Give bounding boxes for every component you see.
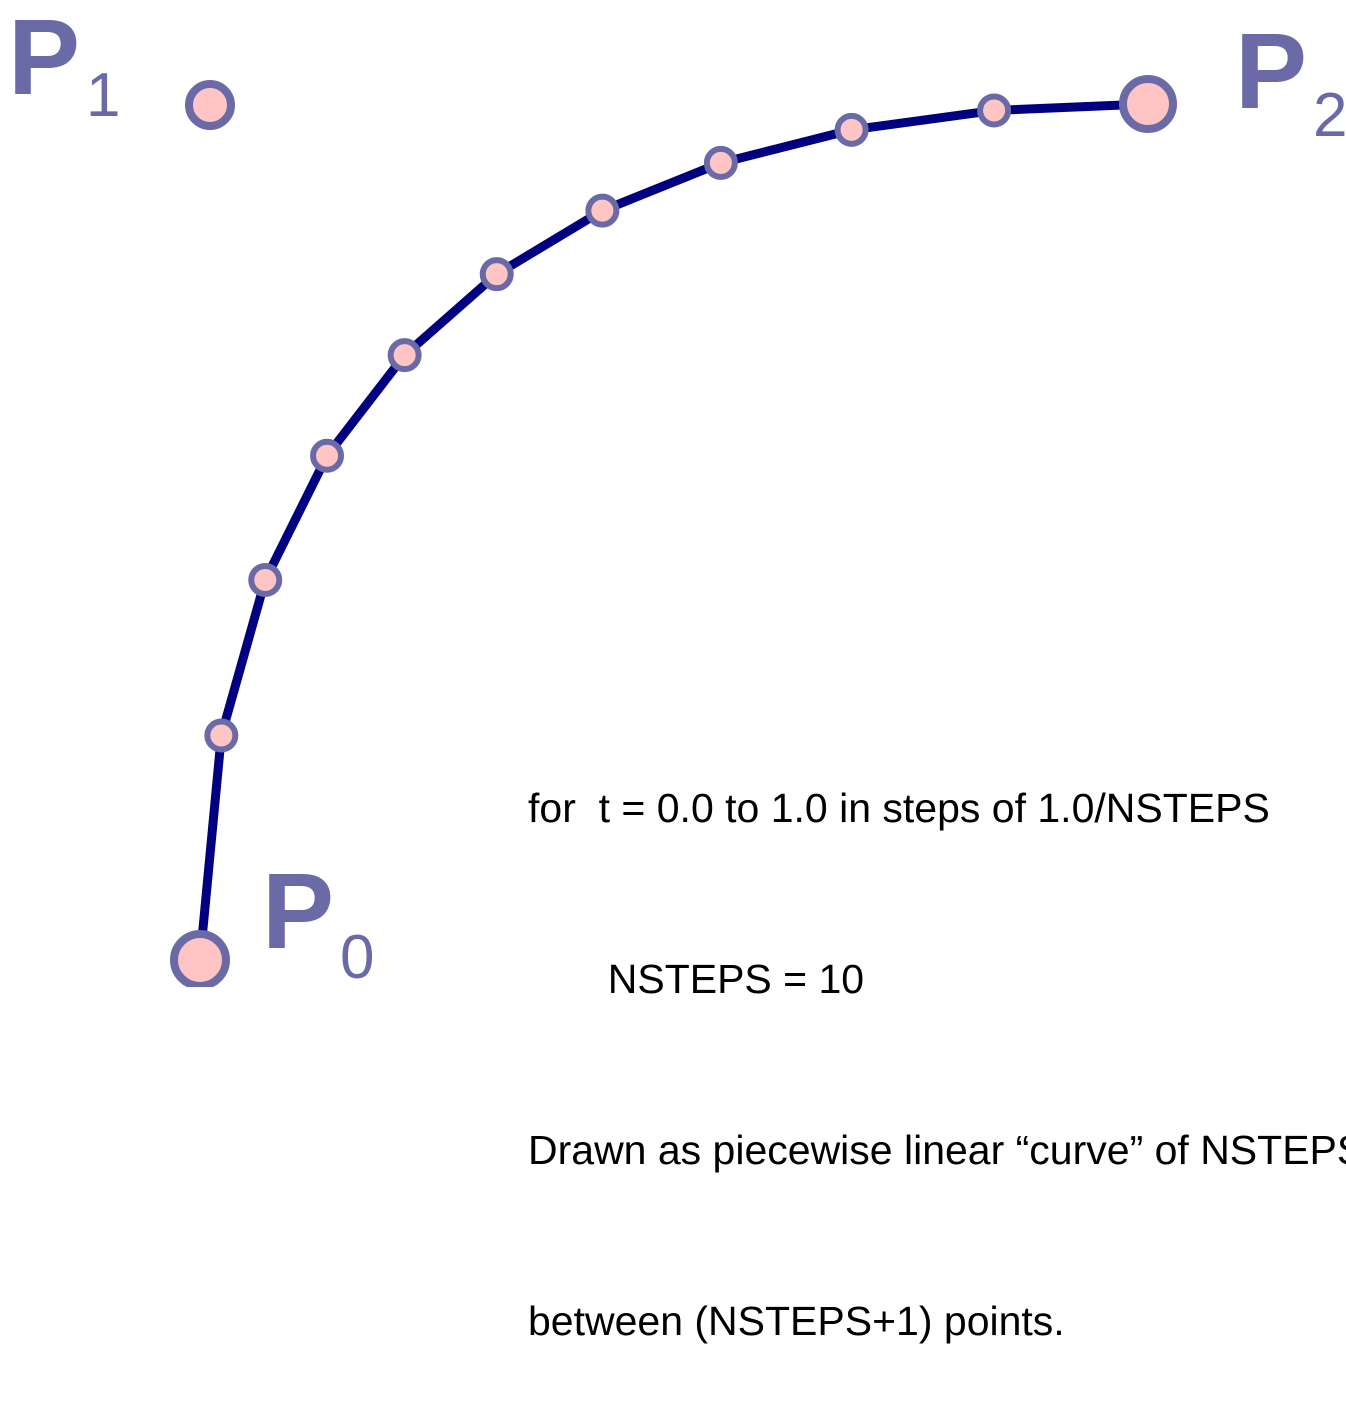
control-point-p1 — [185, 80, 235, 130]
bezier-diagram: P1 P2 P0 — [8, 0, 1346, 987]
description-line-4: between (NSTEPS+1) points. — [528, 1298, 1065, 1344]
label-p2: P2 — [1235, 10, 1346, 150]
description-line-3: Drawn as piecewise linear “curve” of NST… — [528, 1127, 1346, 1173]
step-point-7 — [703, 145, 738, 180]
step-point-2 — [248, 562, 283, 597]
step-point-9 — [977, 93, 1012, 128]
description-line-2: NSTEPS = 10 — [528, 956, 865, 1002]
step-point-5 — [479, 257, 514, 292]
step-point-1 — [204, 718, 239, 753]
description-line-1: for t = 0.0 to 1.0 in steps of 1.0/NSTEP… — [528, 785, 1270, 831]
control-point-p2 — [1119, 75, 1177, 133]
step-point-3 — [310, 438, 345, 473]
description-text: for t = 0.0 to 1.0 in steps of 1.0/NSTEP… — [528, 666, 1346, 1407]
step-point-4 — [387, 338, 422, 373]
step-point-8 — [834, 112, 869, 147]
control-point-p0 — [170, 930, 230, 987]
step-point-6 — [585, 193, 620, 228]
label-p0: P0 — [262, 850, 375, 987]
label-p1: P1 — [8, 0, 121, 130]
